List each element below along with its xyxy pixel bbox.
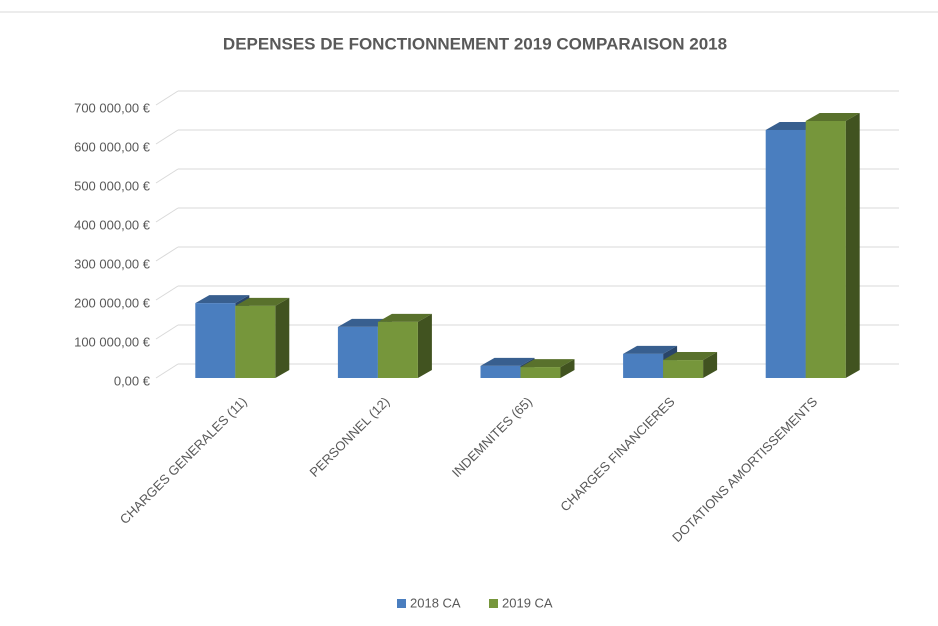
bar bbox=[805, 120, 846, 379]
grid-line bbox=[155, 363, 179, 379]
y-tick-label: 500 000,00 € bbox=[74, 178, 151, 193]
legend-label: 2018 CA bbox=[410, 595, 461, 610]
grid-line bbox=[155, 207, 179, 223]
grid-line bbox=[155, 324, 179, 340]
y-tick-label: 300 000,00 € bbox=[74, 256, 151, 271]
y-tick-label: 0,00 € bbox=[114, 373, 151, 388]
bar-top bbox=[377, 313, 432, 322]
bar-top bbox=[805, 112, 860, 121]
chart-title: DEPENSES DE FONCTIONNEMENT 2019 COMPARAI… bbox=[223, 34, 727, 53]
grid-line bbox=[155, 285, 179, 301]
grid-line bbox=[155, 90, 179, 106]
bar bbox=[235, 305, 276, 378]
bar bbox=[195, 303, 236, 378]
bar-side bbox=[417, 313, 432, 378]
grid-line bbox=[155, 168, 179, 184]
bar bbox=[480, 365, 521, 378]
bar-top bbox=[623, 345, 678, 354]
bar-top bbox=[195, 295, 250, 304]
bar-top bbox=[480, 357, 535, 366]
y-tick-label: 200 000,00 € bbox=[74, 295, 151, 310]
y-tick-label: 400 000,00 € bbox=[74, 217, 151, 232]
legend-label: 2019 CA bbox=[502, 595, 553, 610]
bar-side bbox=[845, 112, 860, 379]
bar bbox=[623, 353, 664, 378]
bar-side bbox=[275, 297, 290, 378]
bar bbox=[765, 129, 806, 378]
y-tick-label: 700 000,00 € bbox=[74, 100, 151, 115]
bar bbox=[663, 360, 704, 378]
grid-line bbox=[155, 129, 179, 145]
y-tick-label: 600 000,00 € bbox=[74, 139, 151, 154]
bar-side bbox=[560, 359, 575, 378]
bar-top bbox=[663, 352, 718, 361]
bar-side bbox=[703, 352, 718, 378]
legend-swatch bbox=[397, 599, 406, 608]
bar-top bbox=[235, 297, 290, 306]
legend-swatch bbox=[489, 599, 498, 608]
y-tick-label: 100 000,00 € bbox=[74, 334, 151, 349]
bar bbox=[520, 367, 561, 378]
bar bbox=[337, 326, 378, 378]
grid-line bbox=[155, 246, 179, 262]
bar bbox=[377, 321, 418, 378]
bar-top bbox=[520, 359, 575, 368]
